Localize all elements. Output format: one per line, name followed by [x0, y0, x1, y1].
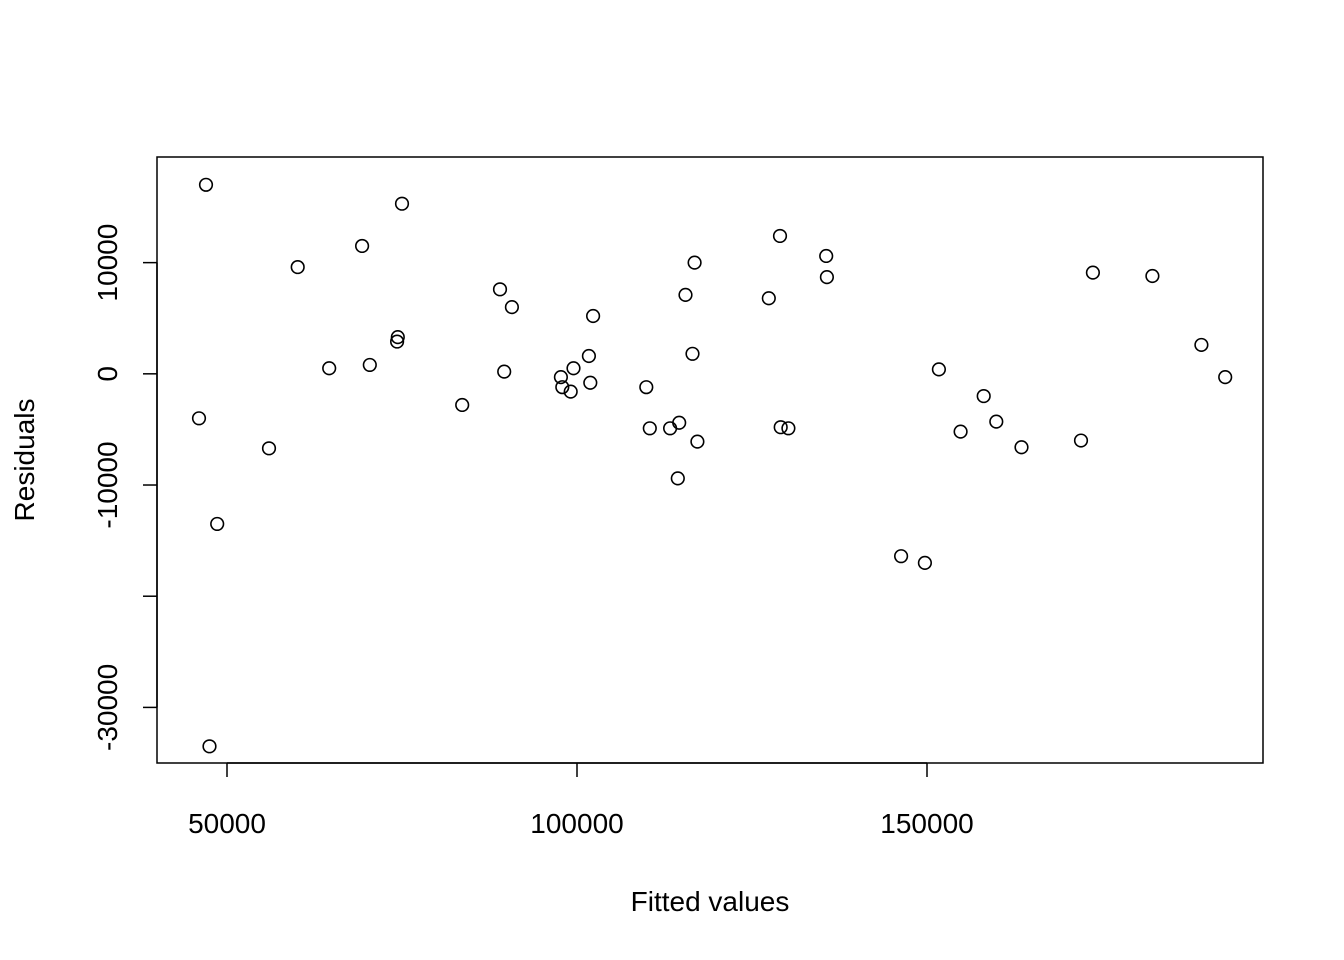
data-point [931, 362, 947, 377]
data-point [1194, 337, 1209, 353]
y-tick-label: 10000 [92, 224, 123, 302]
data-point [198, 177, 214, 192]
y-tick-label: -30000 [92, 664, 123, 751]
data-point [492, 282, 508, 297]
data-point [553, 370, 569, 385]
x-tick-label: 100000 [530, 808, 623, 839]
data-point [662, 421, 678, 436]
data-points [191, 177, 1233, 754]
data-point [210, 516, 225, 532]
data-point [672, 415, 687, 430]
x-axis-label: Fitted values [631, 886, 790, 917]
data-point [976, 388, 991, 404]
data-point [355, 238, 370, 254]
data-point [781, 421, 796, 436]
data-point [1014, 440, 1029, 455]
data-point [290, 259, 305, 275]
data-point [1085, 265, 1100, 280]
data-point [362, 357, 377, 373]
data-point [642, 421, 657, 436]
y-tick-label: 0 [92, 366, 123, 382]
data-point [639, 380, 654, 395]
data-point [390, 330, 405, 345]
y-axis: -30000 -10000 0 10000 [92, 224, 158, 751]
data-point [772, 228, 788, 244]
data-point [566, 361, 581, 376]
x-tick-label: 150000 [880, 808, 973, 839]
data-point [455, 397, 470, 413]
data-point [394, 196, 410, 211]
data-point [670, 471, 685, 486]
data-point [761, 291, 776, 306]
data-point [989, 414, 1004, 429]
data-point [1145, 268, 1160, 284]
y-tick-label: -10000 [92, 441, 123, 528]
x-tick-label: 50000 [188, 808, 266, 839]
data-point [390, 334, 405, 349]
data-point [773, 420, 788, 435]
data-point [191, 411, 207, 426]
data-point [893, 549, 909, 564]
data-point [687, 255, 702, 270]
data-point [819, 269, 835, 285]
data-point [497, 364, 512, 379]
data-point [953, 424, 968, 439]
data-point [1218, 370, 1233, 385]
data-point [685, 346, 700, 361]
plot-frame [156, 156, 1264, 764]
data-point [563, 384, 578, 399]
data-point [819, 248, 834, 264]
data-point [585, 308, 601, 324]
data-point [261, 441, 277, 456]
data-point [202, 739, 217, 754]
data-point [1073, 433, 1089, 448]
y-axis-label: Residuals [9, 399, 40, 522]
data-point [504, 300, 520, 315]
data-point [690, 434, 705, 449]
data-point [581, 348, 597, 364]
data-point [583, 375, 598, 390]
data-point [917, 555, 933, 570]
data-point [322, 361, 337, 376]
x-axis: 50000 100000 150000 [188, 762, 974, 839]
data-point [678, 287, 693, 302]
data-point [555, 380, 570, 395]
